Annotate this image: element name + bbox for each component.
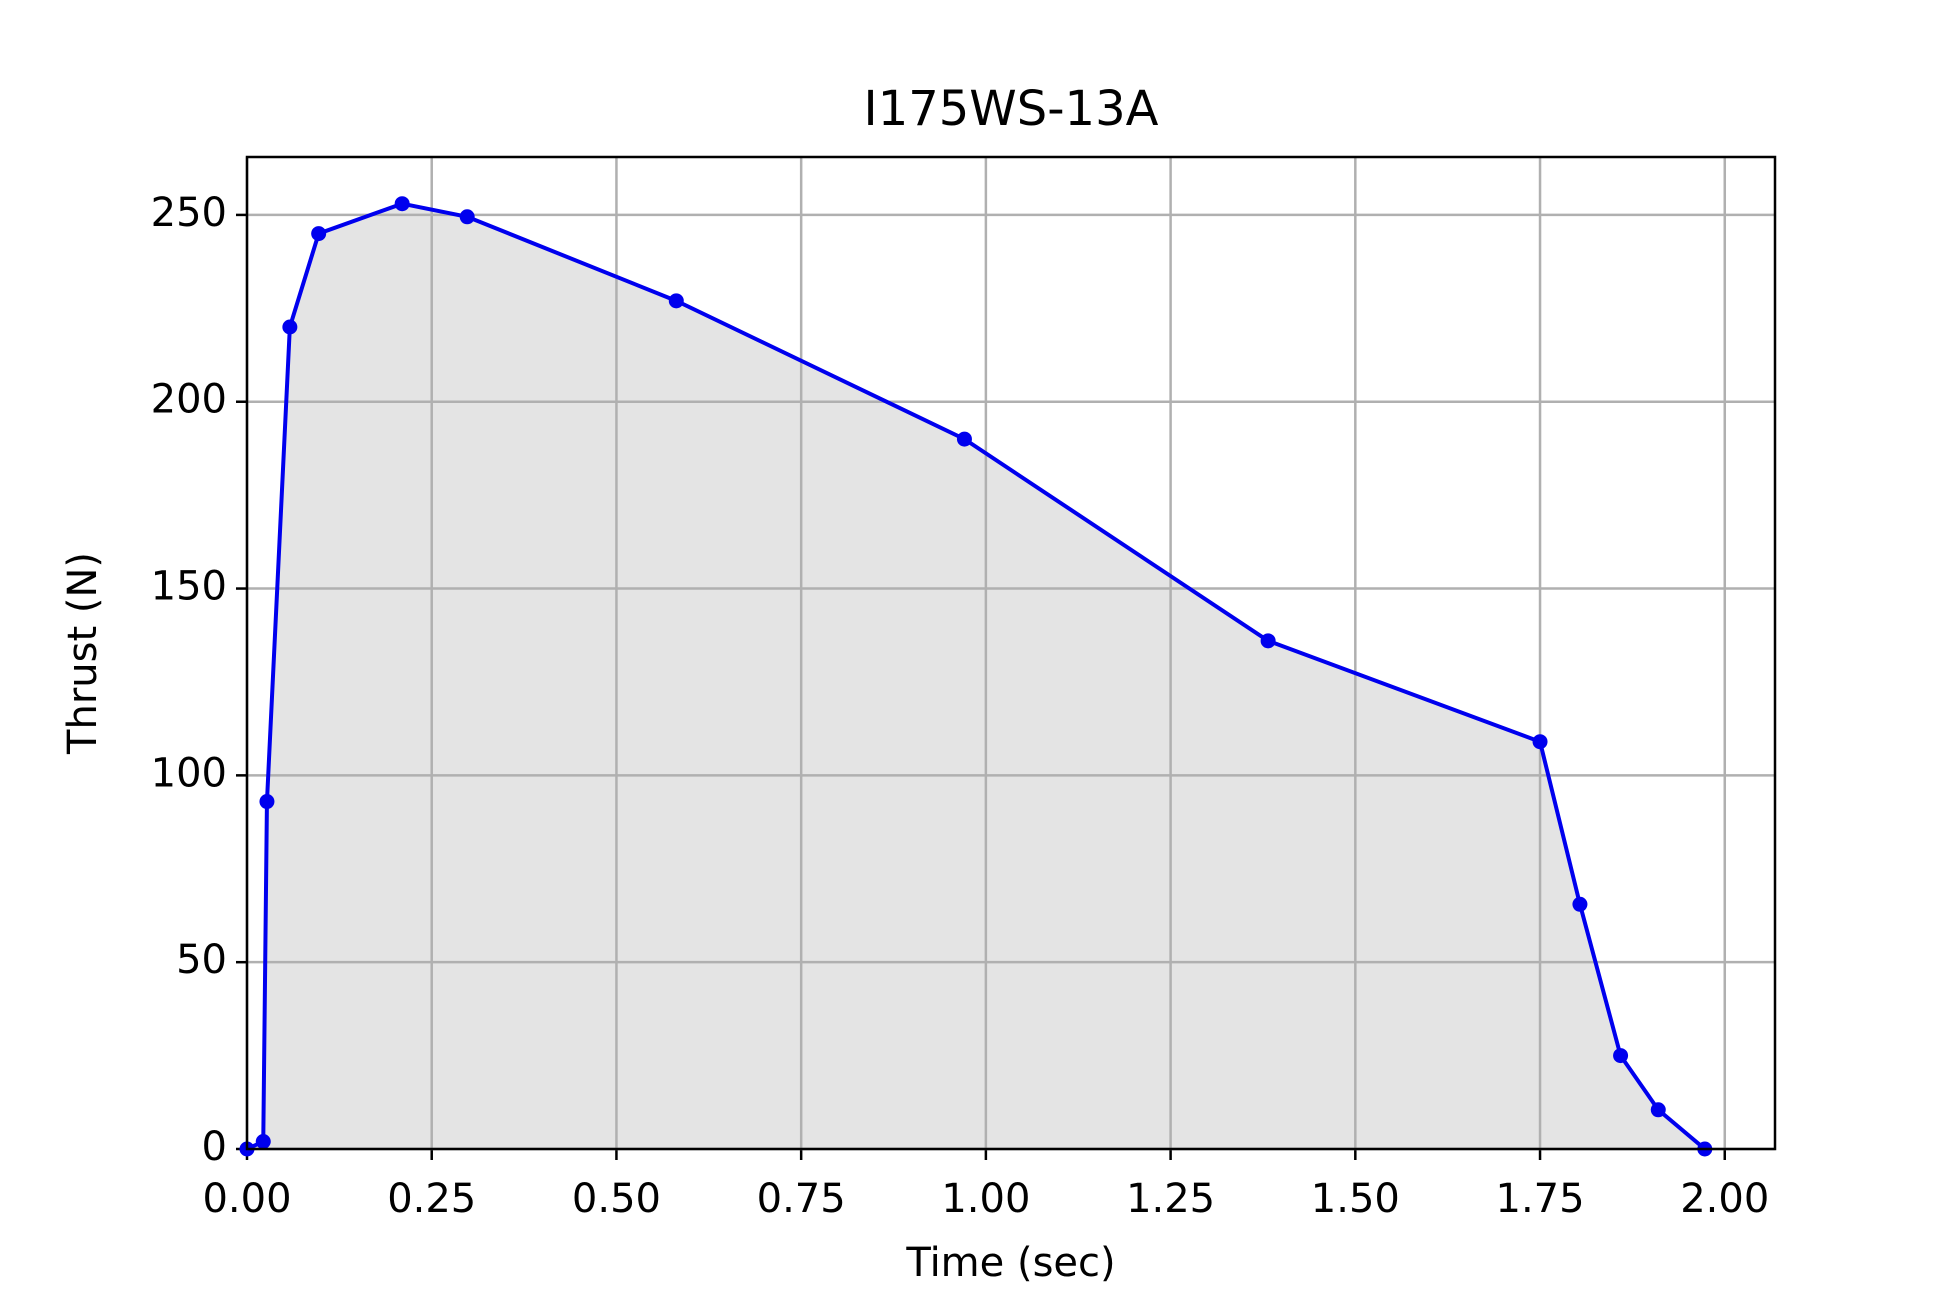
y-tick-label: 50 bbox=[176, 937, 227, 983]
point bbox=[311, 226, 327, 242]
point bbox=[282, 319, 298, 335]
point bbox=[1260, 633, 1276, 649]
y-tick-label: 100 bbox=[151, 750, 227, 796]
y-tick-label: 250 bbox=[151, 190, 227, 236]
plot-frame bbox=[245, 155, 1777, 1151]
x-tick-label: 0.25 bbox=[387, 1176, 476, 1222]
x-axis-label: Time (sec) bbox=[905, 1240, 1115, 1286]
area bbox=[247, 203, 1705, 1149]
x-tick-label: 1.00 bbox=[941, 1176, 1030, 1222]
chart-title: I175WS-13A bbox=[864, 81, 1159, 137]
x-tick-label: 0.00 bbox=[202, 1176, 291, 1222]
x-tick-label: 1.25 bbox=[1126, 1176, 1215, 1222]
point bbox=[1572, 896, 1588, 912]
point bbox=[1532, 734, 1548, 750]
point bbox=[394, 196, 410, 212]
point bbox=[1650, 1102, 1666, 1118]
point bbox=[668, 293, 684, 309]
x-tick-label: 0.50 bbox=[572, 1176, 661, 1222]
y-tick-label: 0 bbox=[202, 1124, 227, 1170]
y-tick-label: 200 bbox=[151, 377, 227, 423]
x-tick-label: 0.75 bbox=[757, 1176, 846, 1222]
point bbox=[1613, 1048, 1629, 1064]
y-axis-label: Thrust (N) bbox=[60, 552, 106, 755]
x-tick-label: 1.50 bbox=[1311, 1176, 1400, 1222]
y-tick-label: 150 bbox=[151, 564, 227, 610]
x-tick-label: 1.75 bbox=[1496, 1176, 1585, 1222]
point bbox=[956, 431, 972, 447]
x-tick-label: 2.00 bbox=[1680, 1176, 1769, 1222]
point bbox=[255, 1134, 271, 1150]
point bbox=[259, 794, 275, 810]
point bbox=[459, 209, 475, 225]
